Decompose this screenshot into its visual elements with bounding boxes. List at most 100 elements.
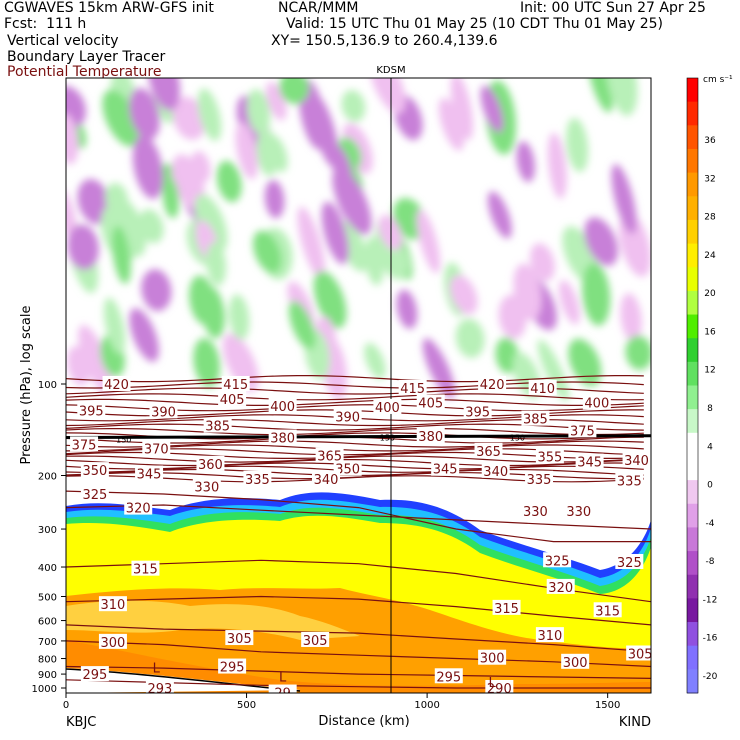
theta-label: 350 (335, 463, 360, 478)
colorbar-swatch (687, 574, 698, 599)
low-marker: L (279, 670, 287, 685)
wave-cell (129, 88, 160, 140)
colorbar-swatch (687, 385, 698, 410)
isentrope (66, 423, 644, 431)
theta-label: 315 (494, 602, 519, 617)
y-tick-label: 400 (38, 563, 57, 574)
theta-label: 355 (537, 450, 562, 465)
colorbar-swatch (687, 172, 698, 197)
theta-label-bg (203, 417, 232, 433)
theta-label: 335 (527, 473, 552, 488)
wave-cell (568, 338, 602, 387)
colorbar-swatch (687, 148, 698, 174)
wave-cell (558, 280, 580, 325)
theta-label-bg (525, 470, 554, 486)
wave-cell (265, 134, 288, 172)
theta-label-bg (561, 653, 590, 669)
station-marker-label: KDSM (376, 65, 405, 76)
theta-label-bg (145, 680, 174, 693)
theta-label: 305 (227, 632, 252, 647)
theta-label-bg (398, 379, 427, 395)
colorbar-label: -16 (703, 634, 718, 644)
plot-frame (65, 77, 652, 694)
wave-cell (171, 154, 205, 209)
contour-fill-layer: 420 415 415 420 410 395 390 405 400 400 405 395 400 3… (66, 78, 651, 693)
theta-label: 310 (537, 629, 562, 644)
colorbar-swatch (687, 267, 698, 292)
theta-label: 410 (530, 382, 555, 397)
x-tick-label: 1500 (595, 700, 620, 711)
theta-label: 300 (480, 652, 505, 667)
wave-cell (364, 342, 386, 379)
theta-label: 360 (198, 458, 223, 473)
theta-label: 350 (82, 464, 107, 479)
colorbar-swatch (687, 314, 698, 339)
theta-label: 315 (133, 563, 158, 578)
colorbar-swatch (687, 243, 698, 268)
low-marker: L (488, 676, 496, 691)
wave-cell (252, 230, 282, 274)
theta-label-bg (416, 427, 445, 443)
isentrope (66, 375, 644, 383)
wave-cell (141, 269, 172, 312)
y-tick-label: 1000 (32, 684, 57, 695)
theta-label: 400 (584, 396, 609, 411)
theta-label-bg (474, 442, 503, 458)
theta-label: 295 (436, 670, 461, 685)
isentrope (66, 595, 651, 626)
theta-label-bg (218, 658, 247, 674)
y-tick-label: 700 (38, 637, 57, 648)
wave-cell (321, 201, 349, 265)
wave-cell (102, 89, 140, 147)
colorbar-swatch (687, 527, 698, 552)
colorbar-frame (686, 77, 699, 694)
wave-cell (201, 286, 225, 339)
wave-cell (147, 78, 181, 111)
org-label: NCAR/MMM (278, 0, 359, 16)
wave-cell (625, 335, 651, 370)
theta-label-bg (70, 436, 99, 452)
theta-label-bg (80, 485, 109, 501)
isentrope (66, 398, 644, 406)
theta-label: 335 (617, 475, 642, 490)
y-tick-label: 500 (38, 592, 57, 603)
theta-label: 345 (577, 456, 602, 471)
theta-label-bg (312, 470, 340, 486)
theta-label: 400 (375, 401, 400, 416)
colorbar-unit: cm s⁻¹ (703, 75, 733, 85)
wave-cell (216, 160, 242, 203)
theta-label-bg (98, 633, 127, 649)
theta-label-bg (268, 429, 297, 445)
isentrope (66, 393, 644, 401)
x-axis-label: Distance (km) (318, 714, 409, 729)
theta-label-bg (80, 666, 109, 682)
wave-cell (605, 78, 638, 116)
wave-cell (66, 113, 79, 165)
colorbar-swatch (687, 669, 698, 694)
theta-label: 375 (72, 438, 97, 453)
colorbar-swatch (687, 503, 698, 528)
colorbar-swatch (687, 456, 698, 481)
left-endpoint: KBJC (66, 715, 96, 730)
colorbar-swatch (687, 598, 698, 623)
wave-cell (228, 294, 250, 340)
theta-label: 330 (566, 505, 591, 520)
theta-label: 385 (523, 413, 548, 428)
theta-label-bg (416, 394, 445, 410)
wave-cell (310, 94, 339, 168)
colorbar-label: 12 (704, 366, 715, 376)
colorbar-label: 16 (704, 327, 716, 337)
theta-label-bg (615, 472, 644, 488)
y-tick-label: 800 (38, 655, 57, 666)
theta-label: 420 (480, 378, 505, 393)
wave-cell (194, 194, 228, 252)
colorbar-swatch (687, 480, 698, 505)
colorbar-label: 8 (707, 404, 713, 414)
colorbar-swatch (687, 622, 698, 647)
theta-label-bg (485, 680, 514, 693)
theta-label-bg (521, 410, 550, 426)
theta-label-bg (301, 631, 330, 647)
colorbar: 36 32 28 24 20 16 12 8 4 0 -4 -8 -12 -16 -20 (686, 77, 718, 694)
theta-label-bg (481, 462, 510, 478)
